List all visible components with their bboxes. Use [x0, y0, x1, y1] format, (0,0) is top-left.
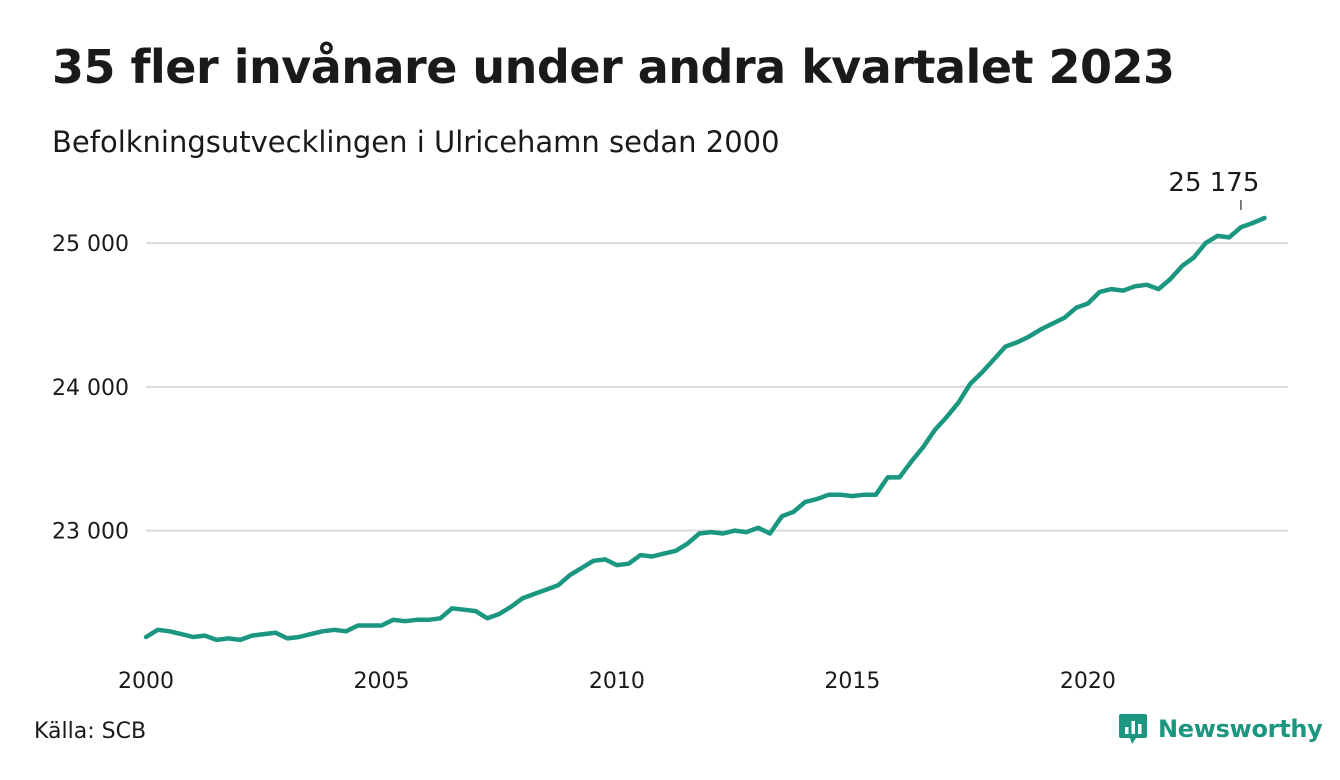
- chart-title: 35 fler invånare under andra kvartalet 2…: [52, 40, 1175, 94]
- x-tick-label: 2005: [353, 669, 409, 694]
- y-tick-label: 25 000: [52, 232, 129, 257]
- chart-subtitle: Befolkningsutvecklingen i Ulricehamn sed…: [52, 125, 780, 159]
- bar-chart-icon: [1119, 714, 1147, 744]
- source-note: Källa: SCB: [34, 719, 147, 744]
- annotation-label: 25 175: [1168, 168, 1259, 198]
- x-tick-label: 2010: [589, 669, 645, 694]
- series-line: [143, 215, 1267, 643]
- x-tick-label: 2000: [118, 669, 174, 694]
- brand-logo: Newsworthy: [1118, 712, 1323, 746]
- x-tick-label: 2020: [1060, 669, 1116, 694]
- brand-name: Newsworthy: [1158, 715, 1323, 743]
- y-tick-label: 23 000: [52, 520, 129, 545]
- x-tick-label: 2015: [824, 669, 880, 694]
- y-tick-label: 24 000: [52, 376, 129, 401]
